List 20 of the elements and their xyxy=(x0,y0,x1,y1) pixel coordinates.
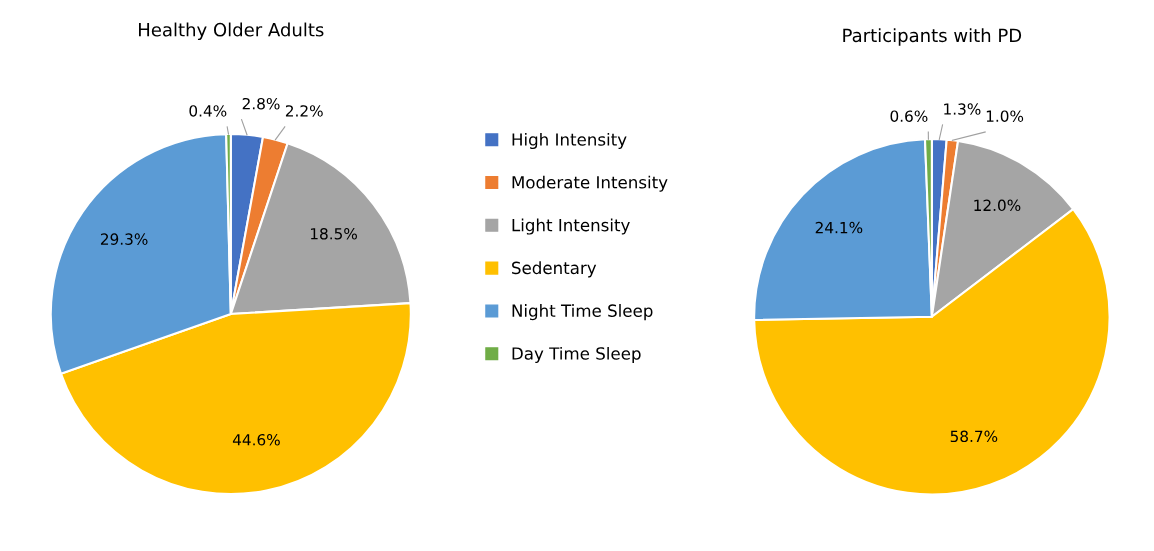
chart-title: Participants with PD xyxy=(843,28,1022,46)
data-label: 29.3% xyxy=(100,233,148,245)
legend-label: Light Intensity xyxy=(512,218,630,235)
data-label: 1.3% xyxy=(944,103,981,115)
data-label: 2.2% xyxy=(285,105,323,117)
legend-label: Night Time Sleep xyxy=(512,304,653,321)
data-label: 0.4% xyxy=(189,105,227,117)
chart-title: Healthy Older Adults xyxy=(139,22,324,41)
data-label: 58.7% xyxy=(950,430,998,443)
data-label: 12.0% xyxy=(974,199,1021,212)
legend-label: High Intensity xyxy=(512,132,627,150)
legend-label: Day Time Sleep xyxy=(512,346,641,364)
data-label: 2.8% xyxy=(242,97,280,110)
data-label: 18.5% xyxy=(310,227,357,240)
legend-label: Sedentary xyxy=(512,261,597,278)
data-label: 1.0% xyxy=(986,110,1024,122)
data-label: 24.1% xyxy=(815,221,863,234)
data-label: 44.6% xyxy=(232,434,280,446)
data-label: 0.6% xyxy=(890,110,928,122)
legend-label: Moderate Intensity xyxy=(512,175,668,192)
